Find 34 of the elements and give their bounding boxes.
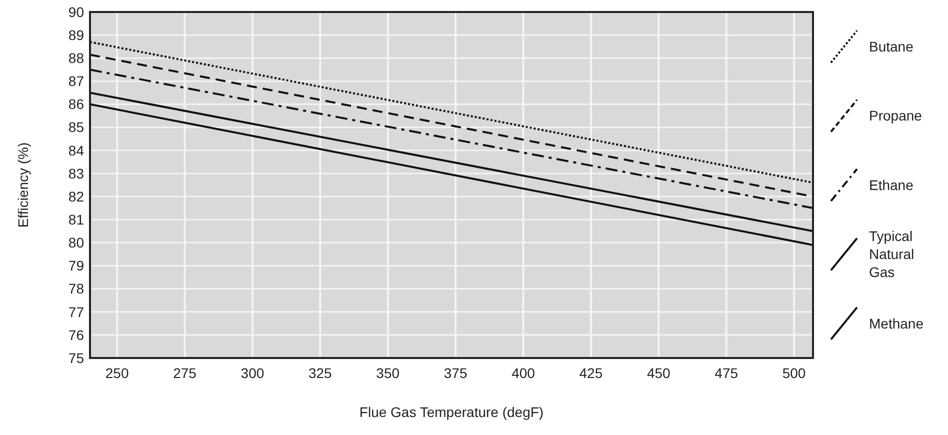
y-tick-label: 84 (68, 142, 84, 158)
y-tick-label: 83 (68, 165, 84, 182)
x-tick-label: 500 (782, 365, 806, 381)
x-tick-label: 450 (646, 365, 671, 381)
y-tick-label: 77 (68, 304, 84, 320)
y-tick-label: 78 (68, 280, 84, 297)
y-tick-label: 82 (68, 188, 84, 204)
y-tick-label: 81 (68, 212, 84, 228)
x-tick-label: 375 (444, 365, 468, 381)
x-tick-label: 475 (714, 365, 738, 381)
y-tick-label: 88 (68, 50, 84, 66)
x-tick-label: 400 (512, 365, 536, 381)
x-tick-label: 325 (308, 365, 332, 381)
y-tick-label: 87 (68, 73, 84, 90)
y-tick-label: 80 (68, 234, 84, 251)
y-tick-label: 75 (68, 350, 84, 366)
x-tick-label: 425 (579, 365, 603, 381)
y-tick-label: 89 (68, 26, 84, 43)
x-tick-label: 350 (376, 365, 400, 381)
y-tick-label: 86 (68, 96, 84, 112)
legend-label: Propane (869, 108, 922, 124)
y-tick-label: 76 (68, 326, 84, 343)
y-tick-label: 90 (68, 4, 84, 20)
legend-label: Butane (869, 38, 914, 54)
x-tick-label: 250 (105, 365, 129, 381)
y-tick-label: 85 (68, 119, 84, 136)
legend-label: Methane (869, 315, 924, 332)
x-axis-title: Flue Gas Temperature (degF) (359, 404, 544, 420)
y-axis-title: Efficiency (%) (15, 142, 31, 228)
y-tick-label: 79 (68, 258, 84, 274)
legend-label: Ethane (869, 176, 914, 193)
x-tick-label: 300 (240, 365, 264, 381)
legend-label: Typical Natural Gas (869, 228, 914, 280)
x-tick-label: 275 (173, 365, 197, 381)
